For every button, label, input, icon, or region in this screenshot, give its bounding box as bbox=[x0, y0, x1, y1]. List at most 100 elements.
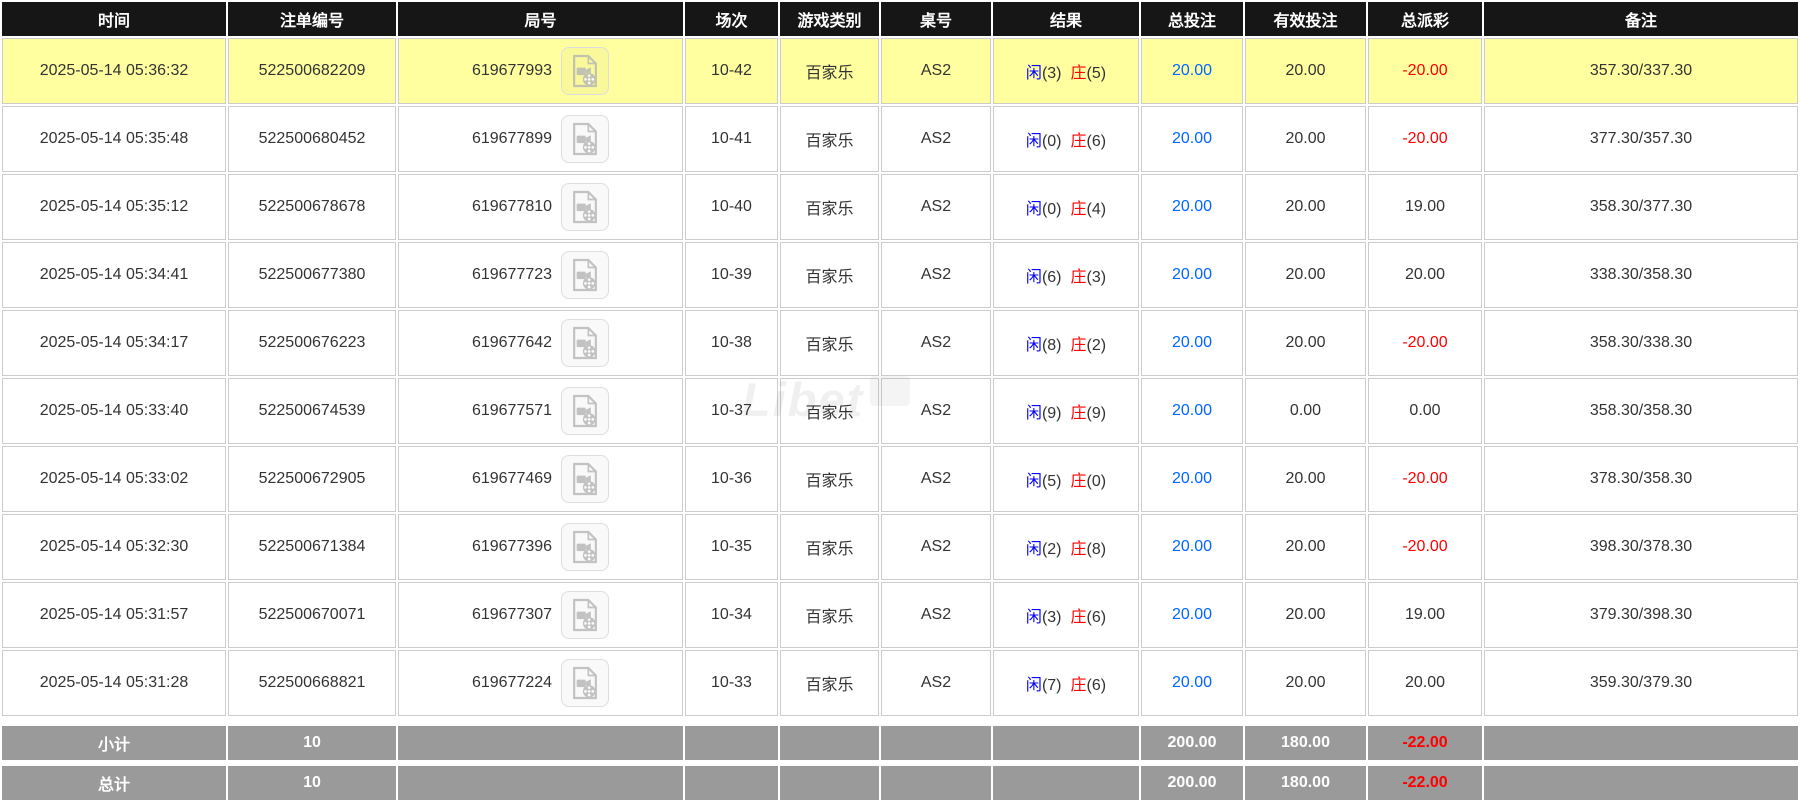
banker-label: 庄 bbox=[1070, 609, 1087, 626]
cell-remark: 398.30/378.30 bbox=[1484, 514, 1798, 580]
video-replay-button[interactable] bbox=[561, 319, 610, 367]
player-label: 闲 bbox=[1025, 133, 1042, 150]
banker-label: 庄 bbox=[1070, 201, 1087, 218]
table-row[interactable]: 2025-05-14 05:34:17 522500676223 6196776… bbox=[2, 310, 1798, 376]
cell-order-no: 522500668821 bbox=[228, 650, 396, 716]
video-file-icon bbox=[573, 190, 597, 224]
cell-total-bet: 20.00 bbox=[1141, 38, 1243, 104]
cell-time: 2025-05-14 05:35:48 bbox=[2, 106, 226, 172]
cell-round-no: 619677899 bbox=[398, 106, 683, 172]
cell-table-no: AS2 bbox=[881, 378, 991, 444]
video-replay-button[interactable] bbox=[561, 523, 610, 571]
cell-session: 10-38 bbox=[685, 310, 778, 376]
col-header-total-bet: 总投注 bbox=[1141, 2, 1243, 36]
grandtotal-valid-bet: 180.00 bbox=[1245, 766, 1366, 800]
subtotal-count: 10 bbox=[228, 726, 396, 760]
cell-round-no: 619677469 bbox=[398, 446, 683, 512]
table-row[interactable]: 2025-05-14 05:34:41 522500677380 6196777… bbox=[2, 242, 1798, 308]
cell-valid-bet: 20.00 bbox=[1245, 174, 1366, 240]
cell-remark: 358.30/338.30 bbox=[1484, 310, 1798, 376]
cell-table-no: AS2 bbox=[881, 514, 991, 580]
cell-round-no: 619677993 bbox=[398, 38, 683, 104]
banker-label: 庄 bbox=[1070, 269, 1087, 286]
video-replay-button[interactable] bbox=[561, 591, 610, 639]
cell-session: 10-41 bbox=[685, 106, 778, 172]
cell-session: 10-34 bbox=[685, 582, 778, 648]
cell-table-no: AS2 bbox=[881, 582, 991, 648]
footer-empty-cell bbox=[993, 726, 1139, 760]
footer-empty-cell bbox=[685, 726, 778, 760]
cell-payout: 20.00 bbox=[1368, 242, 1482, 308]
cell-time: 2025-05-14 05:33:02 bbox=[2, 446, 226, 512]
round-no: 619677899 bbox=[471, 130, 553, 147]
cell-round-no: 619677396 bbox=[398, 514, 683, 580]
table-row[interactable]: 2025-05-14 05:36:32 522500682209 6196779… bbox=[2, 38, 1798, 104]
video-replay-button[interactable] bbox=[561, 115, 610, 163]
banker-label: 庄 bbox=[1070, 65, 1087, 82]
cell-time: 2025-05-14 05:31:57 bbox=[2, 582, 226, 648]
table-row[interactable]: 2025-05-14 05:35:12 522500678678 6196778… bbox=[2, 174, 1798, 240]
video-replay-button[interactable] bbox=[561, 387, 610, 435]
footer-empty-cell bbox=[881, 726, 991, 760]
cell-session: 10-36 bbox=[685, 446, 778, 512]
video-replay-button[interactable] bbox=[561, 47, 610, 95]
cell-time: 2025-05-14 05:35:12 bbox=[2, 174, 226, 240]
cell-result: 闲(9) 庄(9) bbox=[993, 378, 1139, 444]
player-score: (8) bbox=[1041, 337, 1062, 354]
player-label: 闲 bbox=[1025, 269, 1042, 286]
video-replay-button[interactable] bbox=[561, 183, 610, 231]
player-score: (7) bbox=[1041, 677, 1062, 694]
banker-score: (9) bbox=[1086, 405, 1107, 422]
video-replay-button[interactable] bbox=[561, 659, 610, 707]
col-header-game-type: 游戏类别 bbox=[780, 2, 879, 36]
banker-label: 庄 bbox=[1070, 677, 1087, 694]
cell-payout: -20.00 bbox=[1368, 106, 1482, 172]
video-replay-button[interactable] bbox=[561, 251, 610, 299]
cell-result: 闲(2) 庄(8) bbox=[993, 514, 1139, 580]
table-row[interactable]: 2025-05-14 05:32:30 522500671384 6196773… bbox=[2, 514, 1798, 580]
video-replay-button[interactable] bbox=[561, 455, 610, 503]
cell-payout: 19.00 bbox=[1368, 582, 1482, 648]
banker-score: (0) bbox=[1086, 473, 1107, 490]
cell-game-type: 百家乐 bbox=[780, 106, 879, 172]
cell-valid-bet: 20.00 bbox=[1245, 106, 1366, 172]
table-row[interactable]: 2025-05-14 05:31:57 522500670071 6196773… bbox=[2, 582, 1798, 648]
player-score: (0) bbox=[1041, 201, 1062, 218]
video-file-icon bbox=[573, 54, 597, 88]
cell-table-no: AS2 bbox=[881, 106, 991, 172]
cell-total-bet: 20.00 bbox=[1141, 310, 1243, 376]
cell-result: 闲(3) 庄(5) bbox=[993, 38, 1139, 104]
cell-game-type: 百家乐 bbox=[780, 514, 879, 580]
cell-order-no: 522500670071 bbox=[228, 582, 396, 648]
cell-game-type: 百家乐 bbox=[780, 310, 879, 376]
footer-empty-cell bbox=[881, 766, 991, 800]
banker-label: 庄 bbox=[1070, 473, 1087, 490]
footer-empty-cell bbox=[780, 766, 879, 800]
footer-empty-cell bbox=[398, 726, 683, 760]
cell-payout: -20.00 bbox=[1368, 310, 1482, 376]
player-score: (3) bbox=[1041, 65, 1062, 82]
cell-remark: 338.30/358.30 bbox=[1484, 242, 1798, 308]
banker-score: (6) bbox=[1086, 609, 1107, 626]
cell-payout: 19.00 bbox=[1368, 174, 1482, 240]
cell-time: 2025-05-14 05:32:30 bbox=[2, 514, 226, 580]
banker-score: (8) bbox=[1086, 541, 1107, 558]
player-score: (0) bbox=[1041, 133, 1062, 150]
cell-remark: 378.30/358.30 bbox=[1484, 446, 1798, 512]
col-header-remark: 备注 bbox=[1484, 2, 1798, 36]
footer-empty-cell bbox=[398, 766, 683, 800]
header-row: 时间 注单编号 局号 场次 游戏类别 桌号 结果 总投注 有效投注 总派彩 备注 bbox=[2, 2, 1798, 36]
col-header-order-no: 注单编号 bbox=[228, 2, 396, 36]
grandtotal-row: 总计 10 200.00 180.00 -22.00 bbox=[2, 766, 1798, 800]
cell-valid-bet: 0.00 bbox=[1245, 378, 1366, 444]
table-row[interactable]: 2025-05-14 05:31:28 522500668821 6196772… bbox=[2, 650, 1798, 716]
cell-game-type: 百家乐 bbox=[780, 582, 879, 648]
table-row[interactable]: 2025-05-14 05:33:02 522500672905 6196774… bbox=[2, 446, 1798, 512]
cell-total-bet: 20.00 bbox=[1141, 106, 1243, 172]
col-header-result: 结果 bbox=[993, 2, 1139, 36]
table-row[interactable]: 2025-05-14 05:35:48 522500680452 6196778… bbox=[2, 106, 1798, 172]
table-row[interactable]: 2025-05-14 05:33:40 522500674539 6196775… bbox=[2, 378, 1798, 444]
video-file-icon bbox=[573, 530, 597, 564]
cell-result: 闲(5) 庄(0) bbox=[993, 446, 1139, 512]
